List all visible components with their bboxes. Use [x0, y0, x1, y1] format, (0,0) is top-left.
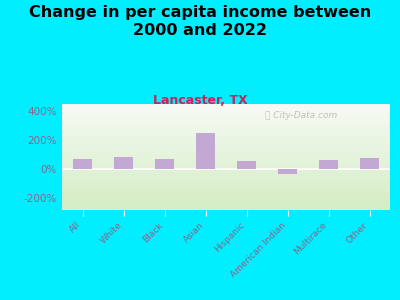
Text: Lancaster, TX: Lancaster, TX: [153, 94, 247, 107]
Bar: [196, 133, 215, 169]
Bar: [73, 159, 92, 169]
Bar: [237, 161, 256, 169]
Bar: [278, 169, 297, 173]
Bar: [155, 159, 174, 169]
Bar: [114, 158, 133, 169]
Bar: [319, 160, 338, 169]
Text: ⓘ City-Data.com: ⓘ City-Data.com: [265, 111, 338, 120]
Text: Change in per capita income between
2000 and 2022: Change in per capita income between 2000…: [29, 4, 371, 38]
Bar: [360, 158, 379, 169]
